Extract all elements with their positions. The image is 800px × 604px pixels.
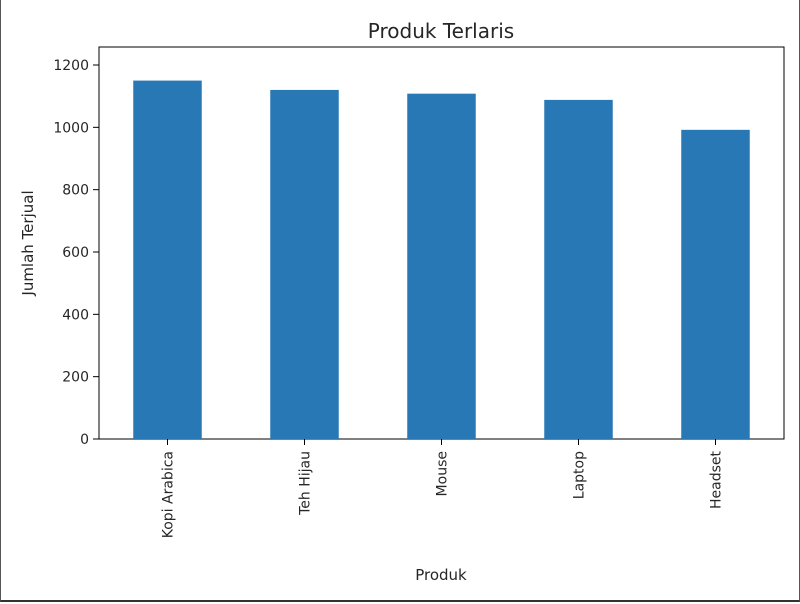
- x-tick-label: Laptop: [572, 451, 588, 499]
- y-tick-label: 0: [80, 432, 89, 448]
- chart-title: Produk Terlaris: [368, 19, 514, 43]
- y-tick-label: 200: [62, 370, 89, 386]
- x-tick-label: Headset: [709, 451, 725, 510]
- y-axis-label: Jumlah Terjual: [19, 190, 37, 296]
- x-tick-label: Kopi Arabica: [161, 451, 177, 538]
- bar-laptop: [544, 99, 613, 439]
- x-tick-label: Teh Hijau: [298, 451, 314, 516]
- x-axis-label: Produk: [415, 566, 467, 584]
- y-axis: 0 200 400 600 800 1000 1200: [53, 58, 99, 448]
- y-tick-label: 600: [62, 245, 89, 261]
- y-tick-label: 400: [62, 307, 89, 323]
- bar-teh-hijau: [270, 89, 339, 439]
- y-tick-label: 1000: [53, 120, 89, 136]
- bar-headset: [681, 129, 750, 439]
- x-tick-label: Mouse: [435, 451, 451, 496]
- bars-group: [133, 80, 750, 439]
- x-axis: Kopi Arabica Teh Hijau Mouse Laptop Headset: [161, 439, 725, 538]
- y-tick-label: 800: [62, 183, 89, 199]
- bar-kopi-arabica: [133, 80, 202, 439]
- bar-mouse: [407, 93, 476, 439]
- y-tick-label: 1200: [53, 58, 89, 74]
